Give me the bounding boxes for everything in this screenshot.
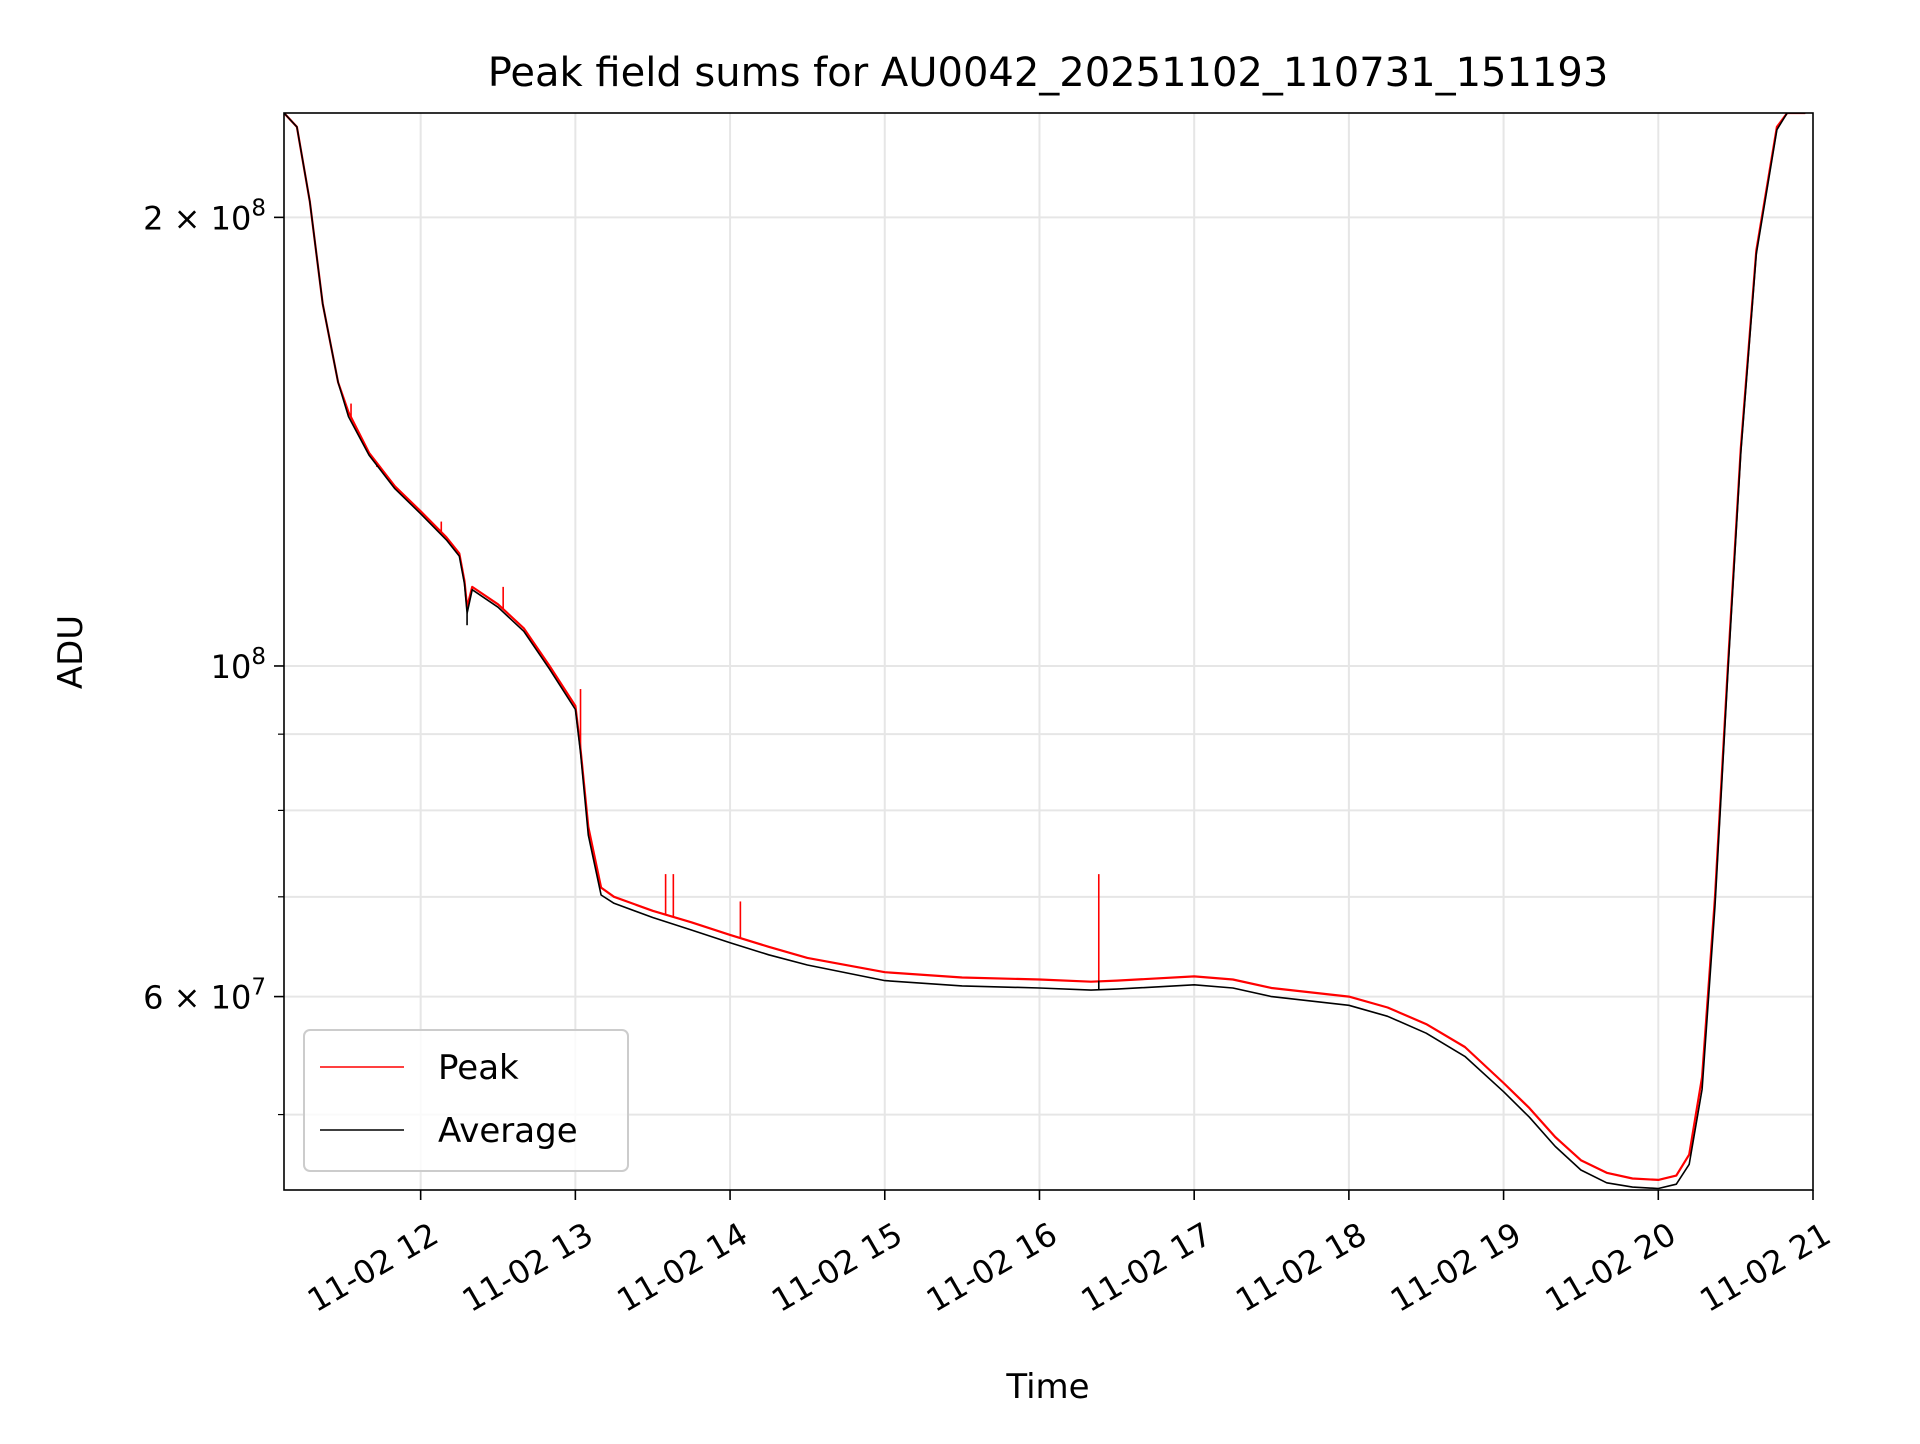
y-axis-label: ADU <box>51 615 91 689</box>
grid <box>284 113 1813 1190</box>
series-peak <box>284 113 1806 1181</box>
x-axis-label: Time <box>1005 1367 1089 1407</box>
series-average <box>284 113 1806 1190</box>
plot-frame <box>283 112 1814 1191</box>
legend: Peak Average <box>303 1029 629 1172</box>
y-tick-label: 2 × 108 <box>143 195 266 237</box>
legend-box <box>303 1029 629 1172</box>
legend-label-peak: Peak <box>438 1048 519 1088</box>
series-line-average <box>284 113 1806 1190</box>
legend-label-average: Average <box>438 1111 578 1151</box>
y-tick-label: 108 <box>211 644 266 686</box>
chart-title: Peak field sums for AU0042_20251102_1107… <box>488 50 1609 96</box>
series-lines <box>284 113 1806 1190</box>
y-tick-label: 6 × 107 <box>143 975 266 1017</box>
series-line-peak <box>284 113 1806 1181</box>
